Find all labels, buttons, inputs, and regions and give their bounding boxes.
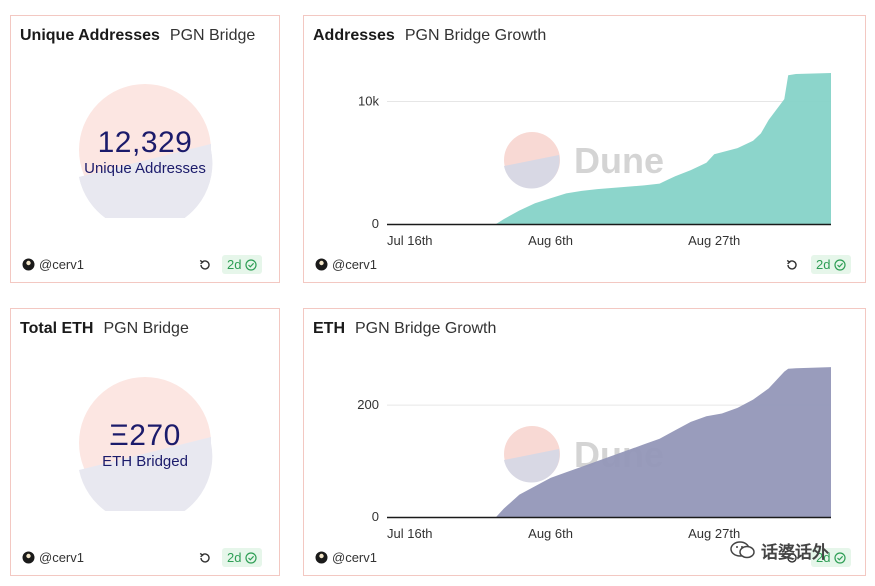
author-link[interactable]: @cerv1 <box>22 257 84 272</box>
check-circle-icon <box>834 258 847 271</box>
card-title: ETH PGN Bridge Growth <box>313 320 496 338</box>
freshness-age: 2d <box>227 257 242 272</box>
author-link[interactable]: @cerv1 <box>22 550 84 565</box>
check-circle-icon <box>834 551 847 564</box>
author-name: @cerv1 <box>39 550 84 565</box>
x-tick-label: Jul 16th <box>387 526 433 541</box>
card-title: Addresses PGN Bridge Growth <box>313 27 546 45</box>
wechat-icon <box>730 541 755 559</box>
x-tick-label: Aug 6th <box>528 233 573 248</box>
unique-addresses-card: Unique Addresses PGN Bridge 12,329 Unique… <box>10 15 280 283</box>
query-title[interactable]: Unique Addresses <box>20 27 160 44</box>
freshness-badge: 2d <box>811 548 852 567</box>
freshness-badge: 2d <box>222 548 263 567</box>
x-tick-label: Aug 27th <box>688 233 740 248</box>
check-circle-icon <box>245 258 258 271</box>
total-eth-card: Total ETH PGN Bridge Ξ270 ETH Bridged @ce… <box>10 308 280 576</box>
author-name: @cerv1 <box>39 257 84 272</box>
y-tick-label: 0 <box>372 509 379 524</box>
freshness-badge: 2d <box>222 255 263 274</box>
freshness-age: 2d <box>816 257 831 272</box>
area-series-addresses[interactable] <box>387 73 831 224</box>
counter-label: Unique Addresses <box>84 160 206 177</box>
query-title[interactable]: ETH <box>313 320 345 337</box>
query-subtitle: PGN Bridge Growth <box>355 320 497 337</box>
query-subtitle: PGN Bridge Growth <box>404 27 547 44</box>
freshness-age: 2d <box>816 550 831 565</box>
x-tick-label: Jul 16th <box>387 233 433 248</box>
author-link[interactable]: @cerv1 <box>315 550 377 565</box>
author-name: @cerv1 <box>332 257 377 272</box>
card-title: Unique Addresses PGN Bridge <box>20 27 255 45</box>
y-tick-label: 10k <box>358 94 379 109</box>
counter-value: 12,329 <box>97 126 193 159</box>
watermark-caption: 话婆话外 <box>761 542 829 562</box>
avatar-icon <box>22 258 35 271</box>
y-tick-label: 0 <box>372 216 379 231</box>
dune-watermark: Dune <box>504 132 664 189</box>
avatar-icon <box>22 551 35 564</box>
card-title: Total ETH PGN Bridge <box>20 320 189 338</box>
avatar-icon <box>315 551 328 564</box>
counter-value: Ξ270 <box>109 419 181 452</box>
query-title[interactable]: Addresses <box>313 27 395 44</box>
x-tick-label: Aug 27th <box>688 526 740 541</box>
addresses-area-chart: Dune 0 10k Jul 16th Aug 6th Aug 27th <box>358 73 831 248</box>
y-tick-label: 200 <box>357 397 379 412</box>
wechat-watermark: 话婆话外 <box>730 536 848 564</box>
counter-circle <box>79 84 213 218</box>
x-tick-label: Aug 6th <box>528 526 573 541</box>
author-link[interactable]: @cerv1 <box>315 257 377 272</box>
check-circle-icon <box>245 551 258 564</box>
addresses-growth-card: Addresses PGN Bridge Growth Dune 0 10k Jul … <box>303 15 866 283</box>
counter-circle <box>79 377 213 511</box>
query-subtitle: PGN Bridge <box>169 27 256 44</box>
avatar-icon <box>315 258 328 271</box>
watermark-text: Dune <box>574 140 664 181</box>
counter-visual: 12,329 Unique Addresses <box>77 82 213 218</box>
freshness-age: 2d <box>227 550 242 565</box>
counter-visual: Ξ270 ETH Bridged <box>77 375 213 511</box>
refresh-icon[interactable] <box>198 551 212 565</box>
freshness-badge: 2d <box>811 255 852 274</box>
refresh-icon[interactable] <box>785 551 799 565</box>
query-title[interactable]: Total ETH <box>20 320 94 337</box>
area-series-eth[interactable] <box>387 367 831 517</box>
query-subtitle: PGN Bridge <box>103 320 189 337</box>
refresh-icon[interactable] <box>785 258 799 272</box>
counter-label: ETH Bridged <box>102 453 188 470</box>
refresh-icon[interactable] <box>198 258 212 272</box>
author-name: @cerv1 <box>332 550 377 565</box>
